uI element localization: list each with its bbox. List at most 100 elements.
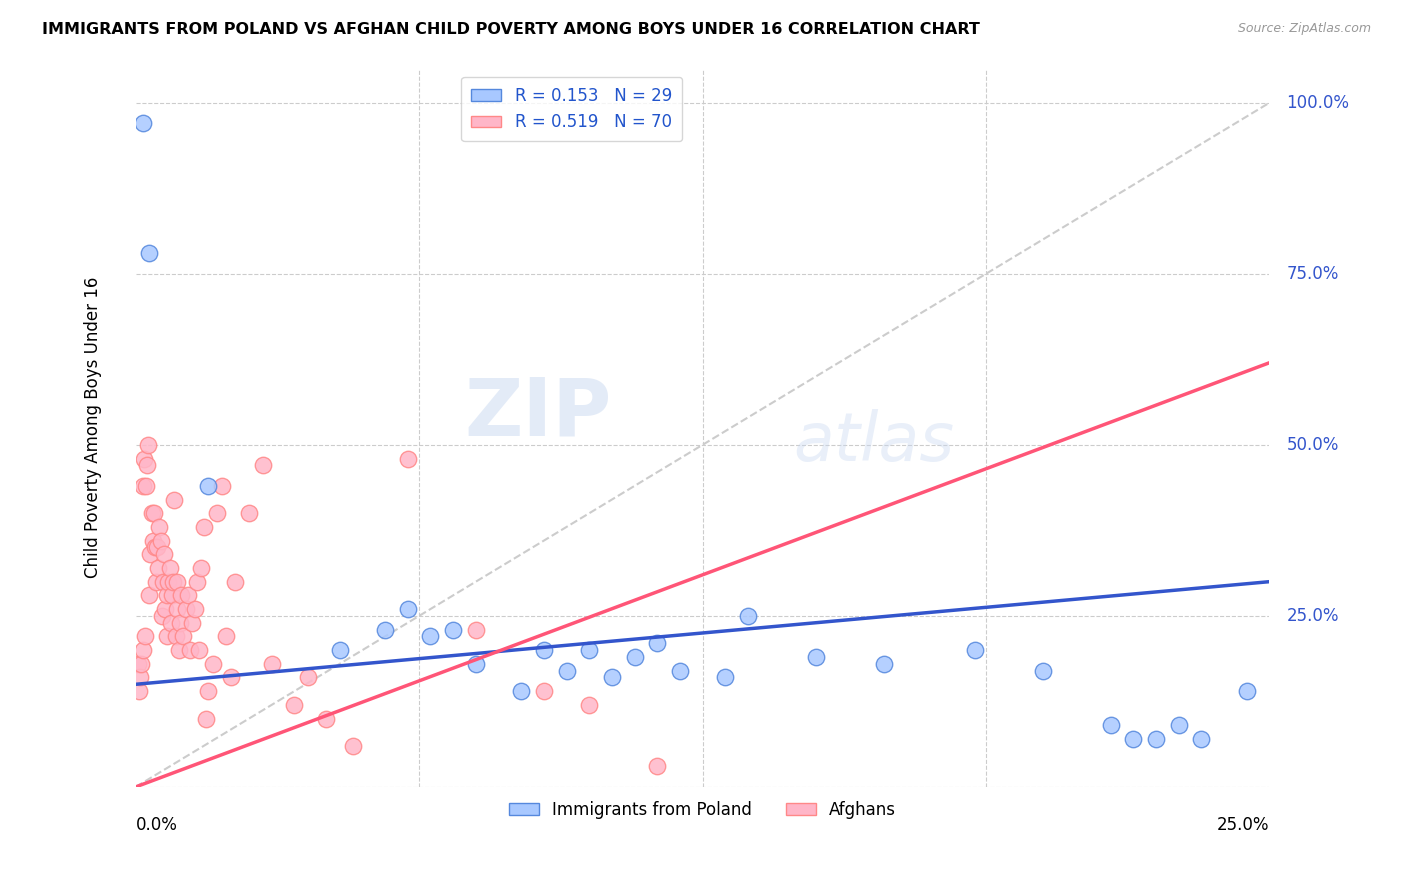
Text: ZIP: ZIP (464, 375, 612, 452)
Point (177, 588, 200, 602)
Point (197, 684, 219, 698)
Point (139, 547, 162, 561)
Point (600, 670, 623, 684)
Text: Child Poverty Among Boys Under 16: Child Poverty Among Boys Under 16 (83, 277, 101, 578)
Point (315, 712, 337, 726)
Text: IMMIGRANTS FROM POLAND VS AFGHAN CHILD POVERTY AMONG BOYS UNDER 16 CORRELATION C: IMMIGRANTS FROM POLAND VS AFGHAN CHILD P… (42, 22, 980, 37)
Point (146, 541, 169, 555)
Point (132, 451, 155, 466)
Point (533, 643, 555, 657)
Text: 50.0%: 50.0% (1286, 436, 1339, 454)
Point (669, 664, 692, 678)
Point (873, 657, 896, 671)
Point (179, 643, 201, 657)
Point (150, 608, 173, 623)
Text: 25.0%: 25.0% (1218, 815, 1270, 834)
Point (238, 506, 260, 520)
Point (578, 698, 600, 712)
Text: 75.0%: 75.0% (1286, 265, 1339, 283)
Point (143, 541, 166, 555)
Point (186, 574, 208, 589)
Point (148, 561, 170, 575)
Point (464, 623, 486, 637)
Point (134, 629, 156, 643)
Point (131, 643, 153, 657)
Point (193, 520, 215, 534)
Point (188, 643, 211, 657)
Point (165, 629, 187, 643)
Point (396, 451, 419, 466)
Point (129, 657, 152, 671)
Point (159, 561, 181, 575)
Point (148, 520, 170, 534)
Point (219, 670, 242, 684)
Point (163, 492, 186, 507)
Point (155, 629, 177, 643)
Point (1191, 732, 1213, 747)
Point (138, 438, 160, 452)
Point (1099, 718, 1122, 732)
Point (396, 602, 419, 616)
Point (215, 629, 238, 643)
Point (197, 479, 219, 493)
Point (441, 623, 464, 637)
Point (297, 670, 319, 684)
Point (141, 506, 163, 520)
Point (166, 602, 188, 616)
Point (963, 643, 986, 657)
Text: 25.0%: 25.0% (1286, 607, 1339, 625)
Point (157, 574, 180, 589)
Point (142, 533, 165, 548)
Text: Source: ZipAtlas.com: Source: ZipAtlas.com (1237, 22, 1371, 36)
Point (623, 649, 645, 664)
Text: 0.0%: 0.0% (136, 815, 177, 834)
Point (737, 608, 759, 623)
Point (156, 588, 179, 602)
Text: 100.0%: 100.0% (1286, 94, 1350, 112)
Point (152, 574, 174, 589)
Point (129, 670, 152, 684)
Point (145, 574, 167, 589)
Point (201, 657, 224, 671)
Point (1167, 718, 1189, 732)
Point (804, 649, 827, 664)
Point (149, 533, 172, 548)
Point (329, 643, 352, 657)
Point (128, 684, 150, 698)
Point (533, 684, 555, 698)
Point (138, 588, 160, 602)
Point (162, 574, 184, 589)
Point (510, 684, 533, 698)
Point (131, 479, 153, 493)
Point (419, 629, 441, 643)
Point (1144, 732, 1167, 747)
Point (183, 602, 205, 616)
Text: atlas: atlas (793, 409, 955, 475)
Point (181, 615, 204, 630)
Point (374, 623, 396, 637)
Point (195, 712, 218, 726)
Point (464, 657, 486, 671)
Point (167, 643, 190, 657)
Point (153, 602, 176, 616)
Point (224, 574, 246, 589)
Point (127, 657, 149, 671)
Point (135, 479, 157, 493)
Point (645, 759, 668, 773)
Point (645, 636, 668, 650)
Point (160, 615, 183, 630)
Point (1236, 684, 1258, 698)
Point (170, 588, 193, 602)
Point (252, 458, 274, 473)
Point (169, 615, 191, 630)
Point (131, 116, 153, 130)
Point (211, 479, 233, 493)
Point (142, 506, 165, 520)
Point (160, 588, 183, 602)
Point (136, 458, 159, 473)
Point (714, 670, 737, 684)
Point (578, 643, 600, 657)
Point (283, 698, 305, 712)
Point (172, 629, 194, 643)
Point (153, 547, 176, 561)
